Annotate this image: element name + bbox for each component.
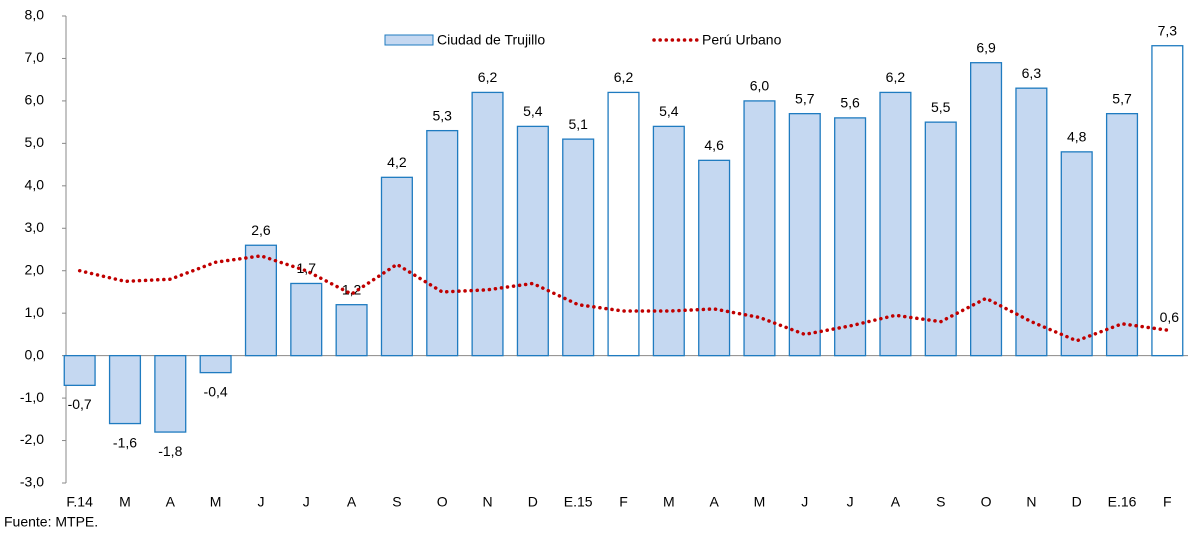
- data-label: 6,0: [750, 78, 770, 94]
- legend-swatch: [384, 34, 434, 46]
- x-tick-label: D: [1072, 494, 1082, 510]
- x-tick-label: J: [847, 494, 854, 510]
- x-tick-label: N: [482, 494, 492, 510]
- x-tick-label: O: [437, 494, 448, 510]
- data-label: 6,2: [886, 69, 906, 85]
- data-label: 5,3: [432, 107, 452, 123]
- bar: [652, 125, 685, 357]
- y-tick-label: 5,0: [25, 134, 45, 150]
- bar: [788, 112, 821, 357]
- bar: [244, 244, 277, 357]
- x-tick-label: A: [166, 494, 176, 510]
- data-label: 4,8: [1067, 129, 1087, 145]
- data-label: 5,1: [568, 116, 588, 132]
- x-tick-label: M: [119, 494, 131, 510]
- y-tick-label: 1,0: [25, 304, 45, 320]
- bar: [607, 91, 640, 357]
- x-tick-label: E.15: [564, 494, 593, 510]
- source-note: Fuente: MTPE.: [4, 514, 98, 530]
- y-tick-label: -2,0: [20, 431, 44, 447]
- y-tick-label: 3,0: [25, 219, 45, 235]
- data-label: 6,2: [614, 69, 634, 85]
- data-label: 5,6: [840, 95, 860, 111]
- y-tick-label: 8,0: [25, 7, 45, 23]
- data-label: -1,8: [158, 443, 182, 459]
- x-tick-label: M: [754, 494, 766, 510]
- x-tick-label: N: [1026, 494, 1036, 510]
- bar: [108, 354, 142, 425]
- bar: [1015, 87, 1048, 357]
- data-label: 5,5: [931, 99, 951, 115]
- data-label: 4,6: [704, 137, 724, 153]
- x-tick-label: S: [936, 494, 945, 510]
- y-tick-label: 0,0: [25, 346, 45, 362]
- data-label: -0,7: [68, 396, 92, 412]
- bar: [154, 354, 187, 433]
- bar: [63, 354, 96, 387]
- x-tick-label: E.16: [1108, 494, 1137, 510]
- x-tick-label: D: [528, 494, 538, 510]
- data-label: -0,4: [204, 383, 228, 399]
- data-label: 0,6: [1160, 309, 1180, 325]
- bar: [1105, 112, 1139, 357]
- data-label: 2,6: [251, 222, 271, 238]
- line: [77, 254, 1170, 343]
- x-tick-label: F.14: [66, 494, 93, 510]
- bar: [970, 62, 1003, 357]
- bar: [290, 282, 323, 357]
- data-label: 6,3: [1022, 65, 1042, 81]
- x-tick-label: J: [257, 494, 264, 510]
- x-tick-label: F: [619, 494, 628, 510]
- bar: [1060, 151, 1093, 357]
- x-tick-label: S: [392, 494, 401, 510]
- y-tick-label: 4,0: [25, 177, 45, 193]
- y-tick-label: 6,0: [25, 92, 45, 108]
- bar: [380, 176, 413, 357]
- bar: [471, 91, 504, 357]
- x-tick-label: M: [663, 494, 675, 510]
- bar: [879, 91, 912, 357]
- data-label: 6,9: [976, 39, 996, 55]
- bar: [335, 304, 368, 357]
- bar: [743, 100, 776, 357]
- data-label: 7,3: [1158, 22, 1178, 38]
- y-tick-label: -3,0: [20, 474, 44, 490]
- x-tick-label: A: [891, 494, 901, 510]
- y-tick-label: 7,0: [25, 49, 45, 65]
- x-tick-label: J: [303, 494, 310, 510]
- y-tick-label: 2,0: [25, 261, 45, 277]
- data-label: 5,7: [1112, 90, 1132, 106]
- legend-label: Perú Urbano: [702, 32, 782, 48]
- data-label: 6,2: [478, 69, 498, 85]
- bar: [516, 125, 549, 357]
- y-tick-label: -1,0: [20, 389, 44, 405]
- data-label: 5,7: [795, 90, 815, 106]
- legend-label: Ciudad de Trujillo: [437, 32, 545, 48]
- data-label: 5,4: [523, 103, 543, 119]
- bar: [426, 129, 459, 357]
- data-label: -1,6: [113, 434, 137, 450]
- x-tick-label: O: [981, 494, 992, 510]
- bar: [199, 354, 232, 374]
- x-tick-label: A: [709, 494, 719, 510]
- bar: [562, 138, 595, 357]
- x-tick-label: F: [1163, 494, 1172, 510]
- bar: [1151, 45, 1184, 357]
- x-tick-label: M: [210, 494, 222, 510]
- bar: [698, 159, 731, 357]
- x-tick-label: A: [347, 494, 357, 510]
- data-label: 5,4: [659, 103, 679, 119]
- x-tick-label: J: [801, 494, 808, 510]
- data-label: 4,2: [387, 154, 407, 170]
- bar: [834, 117, 867, 357]
